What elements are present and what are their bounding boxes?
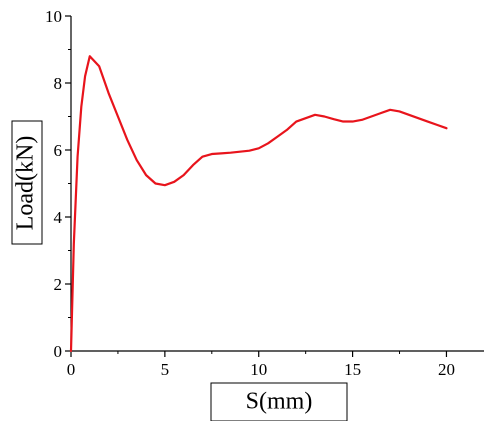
- x-axis-title-box: [210, 382, 348, 421]
- series-line: [69, 55, 448, 353]
- y-tick-label: 6: [54, 141, 63, 160]
- y-tick-label: 0: [54, 342, 63, 361]
- x-axis-title: S(mm): [246, 389, 313, 415]
- series-layer: [69, 55, 448, 353]
- y-tick-label: 4: [54, 208, 63, 227]
- plot-area: 0 5 10 15 20 0 2 4 6 8 10: [45, 7, 484, 379]
- y-tick-label: 8: [54, 74, 63, 93]
- x-tick-label: 0: [67, 360, 76, 379]
- y-axis-title: Load(kN): [13, 136, 39, 231]
- x-tick-label: 20: [438, 360, 455, 379]
- x-tick-label: 10: [250, 360, 267, 379]
- y-ticks: 0 2 4 6 8 10: [45, 7, 71, 361]
- y-tick-label: 2: [54, 275, 63, 294]
- x-ticks: 0 5 10 15 20: [67, 351, 455, 379]
- y-tick-label: 10: [45, 7, 62, 26]
- x-tick-label: 5: [161, 360, 170, 379]
- y-axis-title-box: [11, 120, 43, 245]
- x-tick-label: 15: [344, 360, 361, 379]
